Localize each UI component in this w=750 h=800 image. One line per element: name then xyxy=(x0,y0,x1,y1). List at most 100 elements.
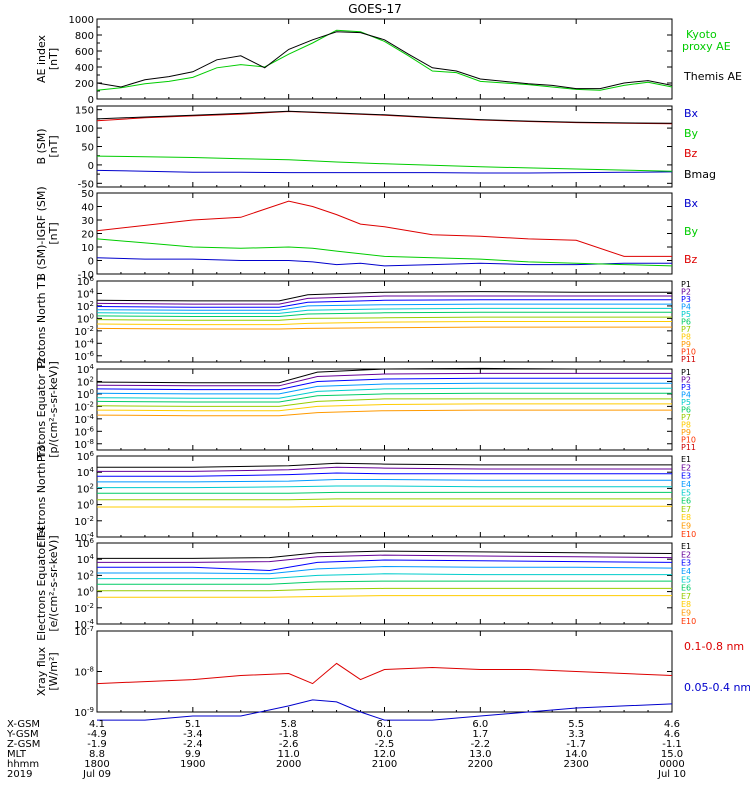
ephem-x_gsm-6: 4.6 xyxy=(664,719,680,730)
y-tick-label: 10-6 xyxy=(74,350,94,363)
ephem-y_gsm-5: 3.3 xyxy=(568,729,584,740)
y-tick-label: 0 xyxy=(88,161,94,172)
ephem-x_gsm-3: 6.1 xyxy=(377,719,393,730)
legend-pe-P7: P7 xyxy=(681,413,691,422)
y-axis-label-pe-unit: [p/(cm²-s-sr-keV)] xyxy=(47,361,60,458)
legend-pn-P5: P5 xyxy=(681,310,691,319)
panel-frame-pe xyxy=(96,368,673,451)
legend-pn-P4: P4 xyxy=(681,303,691,312)
y-axis-label-xray-text: Xray flux xyxy=(35,646,48,696)
y-tick-label: 10-4 xyxy=(74,413,94,426)
legend-xray-1: 0.05-0.4 nm xyxy=(684,681,750,694)
ephem-x_gsm-5: 5.5 xyxy=(568,719,584,730)
y-tick-label: -50 xyxy=(78,179,94,190)
y-tick-label: 10-9 xyxy=(74,706,94,719)
y-tick-label: 30 xyxy=(81,216,94,227)
legend-xray-0: 0.1-0.8 nm xyxy=(684,640,744,653)
series-line-pn-4 xyxy=(96,307,672,314)
y-tick-label: 102 xyxy=(77,375,94,388)
legend-en-E7: E7 xyxy=(681,505,691,514)
ephem-z_gsm-6: -1.1 xyxy=(662,739,682,750)
ephem-mlt-3: 12.0 xyxy=(373,749,395,760)
y-tick-label: 106 xyxy=(77,537,95,550)
legend-ae-1: Themis AE xyxy=(683,70,742,83)
series-line-en-6 xyxy=(97,498,672,501)
series-line-pn-2 xyxy=(96,299,672,308)
legend-pn-P2: P2 xyxy=(681,288,691,297)
legend-pe-P6: P6 xyxy=(681,406,691,415)
series-line-ee-5 xyxy=(97,580,672,585)
y-axis-label-ae-text: AE index xyxy=(35,34,48,83)
y-tick-label: 10-4 xyxy=(74,618,94,631)
legend-bigrf-2: Bz xyxy=(684,253,698,266)
legend-pn-P7: P7 xyxy=(681,325,691,334)
legend-ee-E1: E1 xyxy=(681,542,691,551)
panel-en: Electrons North T3 10-4 10-2 100 102 104 106 E1… xyxy=(35,445,696,547)
legend-en-E2: E2 xyxy=(681,463,691,472)
series-line-en-7 xyxy=(97,505,672,508)
y-tick-label: 104 xyxy=(77,287,95,300)
legend-bigrf-0: Bx xyxy=(684,197,699,210)
ephem-mlt-2: 11.0 xyxy=(278,749,300,760)
legend-ee-E9: E9 xyxy=(681,609,691,618)
ephem-mlt-4: 13.0 xyxy=(469,749,491,760)
legend-pe-P3: P3 xyxy=(681,383,691,392)
series-line-bsm-0 xyxy=(96,169,673,174)
ephem-hhmm-6: 0000 xyxy=(659,759,684,770)
y-axis-label-bsm-unit: [nT] xyxy=(47,135,60,157)
ephem-mlt-5: 14.0 xyxy=(565,749,587,760)
y-axis-label-pe-text: Protons Equator T2 xyxy=(35,357,48,462)
y-tick-label: 104 xyxy=(77,553,95,566)
series-line-en-4 xyxy=(97,485,672,489)
row-label-1: Y-GSM xyxy=(6,729,39,740)
y-tick-label: -10 xyxy=(78,270,94,281)
panel-pe: Protons Equator T2 [p/(cm²-s-sr-keV)] 10-8… xyxy=(35,357,696,462)
y-axis-label-bigrf: B (SM)-IGRF (SM) [nT] xyxy=(35,186,60,280)
legend-pe-P1: P1 xyxy=(681,368,691,377)
series-line-pe-2 xyxy=(96,377,672,391)
y-axis-label-bigrf-text: B (SM)-IGRF (SM) xyxy=(35,186,48,280)
y-tick-label: 10 xyxy=(81,243,94,254)
panel-frame-bigrf xyxy=(96,192,673,275)
ephem-z_gsm-0: -1.9 xyxy=(87,739,107,750)
legend-en-E5: E5 xyxy=(681,488,691,497)
y-tick-label: 1000 xyxy=(69,15,94,26)
ephem-x_gsm-0: 4.1 xyxy=(89,719,105,730)
legend-en-E6: E6 xyxy=(681,497,691,506)
series-line-bigrf-0 xyxy=(96,257,672,267)
y-axis-label-xray-unit: [W/m²] xyxy=(47,652,60,690)
series-line-en-0 xyxy=(97,462,672,468)
ephem-y_gsm-1: -3.4 xyxy=(183,729,203,740)
y-axis-label-bigrf-unit: [nT] xyxy=(47,222,60,244)
legend-pe-P4: P4 xyxy=(681,391,691,400)
y-axis-label-pn-text: Protons North T1 xyxy=(35,275,48,368)
y-tick-label: 0 xyxy=(88,257,94,268)
ephem-mlt-1: 9.9 xyxy=(185,749,201,760)
series-line-en-3 xyxy=(97,479,672,483)
ephem-y_gsm-4: 1.7 xyxy=(472,729,488,740)
y-tick-label: 106 xyxy=(77,450,95,463)
legend-pn-P1: P1 xyxy=(681,280,691,289)
ephem-x_gsm-2: 5.8 xyxy=(281,719,297,730)
panel-ae: AE index [nT] 0 200 400 600 800 1000 Kyotoproxy … xyxy=(35,15,742,106)
series-line-xray-1 xyxy=(97,699,673,721)
row-label-0: X-GSM xyxy=(7,719,40,730)
series-line-ee-7 xyxy=(97,595,672,598)
y-axis-label-pe: Protons Equator T2 [p/(cm²-s-sr-keV)] xyxy=(35,357,60,462)
series-line-pn-5 xyxy=(96,311,672,317)
legend-bsm-1: By xyxy=(684,127,699,140)
y-tick-label: 600 xyxy=(75,47,94,58)
legend-en-E3: E3 xyxy=(681,472,691,481)
y-tick-label: 106 xyxy=(77,275,95,288)
y-tick-label: 104 xyxy=(77,466,95,479)
series-line-xray-0 xyxy=(96,662,673,685)
series-line-ae-1 xyxy=(96,31,673,90)
series-line-pe-1 xyxy=(96,372,672,387)
legend-ee-E4: E4 xyxy=(681,567,691,576)
ephem-z_gsm-5: -1.7 xyxy=(566,739,586,750)
legend-ee-E10: E10 xyxy=(681,617,696,626)
series-line-ee-1 xyxy=(97,554,673,563)
